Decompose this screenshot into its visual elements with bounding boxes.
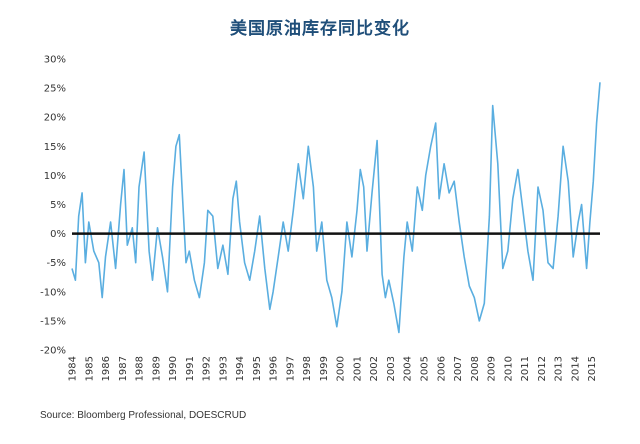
y-tick-label: 20% bbox=[44, 113, 66, 124]
x-tick-label: 2007 bbox=[453, 356, 464, 381]
y-tick-label: -10% bbox=[40, 287, 66, 298]
y-tick-label: -15% bbox=[40, 316, 66, 327]
y-tick-label: 15% bbox=[44, 142, 66, 153]
x-tick-label: 1991 bbox=[185, 356, 196, 381]
x-tick-label: 1988 bbox=[135, 356, 146, 381]
x-tick-label: 2005 bbox=[420, 356, 431, 381]
x-tick-label: 1994 bbox=[235, 356, 246, 381]
y-tick-label: 30% bbox=[44, 55, 66, 66]
y-tick-label: 5% bbox=[50, 200, 66, 211]
x-tick-label: 2001 bbox=[352, 356, 363, 381]
x-tick-label: 2012 bbox=[537, 356, 548, 381]
x-tick-label: 2013 bbox=[554, 356, 565, 381]
y-tick-label: -5% bbox=[47, 258, 66, 269]
y-tick-label: 25% bbox=[44, 84, 66, 95]
x-tick-label: 1990 bbox=[168, 356, 179, 381]
x-tick-label: 2004 bbox=[403, 356, 414, 381]
x-tick-label: 1996 bbox=[269, 356, 280, 381]
series-line bbox=[71, 82, 601, 334]
x-tick-label: 2014 bbox=[570, 356, 581, 381]
x-tick-label: 1987 bbox=[118, 356, 129, 381]
x-tick-label: 2006 bbox=[436, 356, 447, 381]
x-tick-label: 2015 bbox=[587, 356, 598, 381]
y-axis-ticks: 30% 25% 20% 15% 10% 5% 0% -5% -10% -15% -20% bbox=[40, 55, 66, 357]
x-tick-label: 2000 bbox=[336, 356, 347, 381]
x-tick-label: 1999 bbox=[319, 356, 330, 381]
x-tick-label: 2002 bbox=[369, 356, 380, 381]
x-axis-ticks: 1984 1985 1986 1987 1988 1989 1990 1991 1992 1993… bbox=[68, 356, 599, 381]
x-tick-label: 1992 bbox=[202, 356, 213, 381]
x-tick-label: 2003 bbox=[386, 356, 397, 381]
x-tick-label: 1984 bbox=[68, 356, 79, 381]
source-note: Source: Bloomberg Professional, DOESCRUD bbox=[40, 410, 247, 421]
x-tick-label: 2011 bbox=[520, 356, 531, 381]
x-tick-label: 1993 bbox=[218, 356, 229, 381]
y-tick-label: 10% bbox=[44, 171, 66, 182]
x-tick-label: 1989 bbox=[151, 356, 162, 381]
x-tick-label: 1995 bbox=[252, 356, 263, 381]
x-tick-label: 2010 bbox=[503, 356, 514, 381]
y-tick-label: 0% bbox=[50, 229, 66, 240]
x-tick-label: 2008 bbox=[470, 356, 481, 381]
x-tick-label: 1998 bbox=[302, 356, 313, 381]
x-tick-label: 1997 bbox=[285, 356, 296, 381]
x-tick-label: 1985 bbox=[84, 356, 95, 381]
chart-title: 美国原油库存同比变化 bbox=[230, 19, 410, 39]
x-tick-label: 1986 bbox=[101, 356, 112, 381]
y-tick-label: -20% bbox=[40, 346, 66, 357]
x-tick-label: 2009 bbox=[487, 356, 498, 381]
